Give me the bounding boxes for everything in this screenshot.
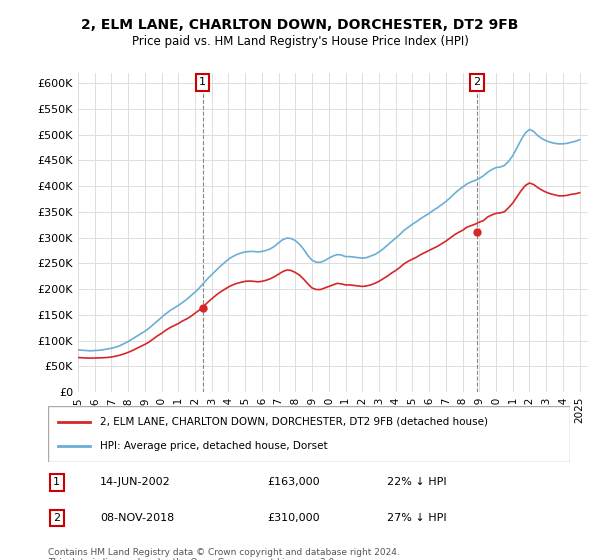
Text: Contains HM Land Registry data © Crown copyright and database right 2024.
This d: Contains HM Land Registry data © Crown c… (48, 548, 400, 560)
Text: 1: 1 (199, 77, 206, 87)
Text: 22% ↓ HPI: 22% ↓ HPI (388, 477, 447, 487)
Text: 2: 2 (473, 77, 480, 87)
FancyBboxPatch shape (48, 406, 570, 462)
Text: HPI: Average price, detached house, Dorset: HPI: Average price, detached house, Dors… (100, 441, 328, 451)
Text: Price paid vs. HM Land Registry's House Price Index (HPI): Price paid vs. HM Land Registry's House … (131, 35, 469, 49)
Text: 2, ELM LANE, CHARLTON DOWN, DORCHESTER, DT2 9FB (detached house): 2, ELM LANE, CHARLTON DOWN, DORCHESTER, … (100, 417, 488, 427)
Text: 08-NOV-2018: 08-NOV-2018 (100, 513, 175, 523)
Text: 14-JUN-2002: 14-JUN-2002 (100, 477, 171, 487)
Text: 27% ↓ HPI: 27% ↓ HPI (388, 513, 447, 523)
Text: 2: 2 (53, 513, 61, 523)
Text: 2, ELM LANE, CHARLTON DOWN, DORCHESTER, DT2 9FB: 2, ELM LANE, CHARLTON DOWN, DORCHESTER, … (82, 18, 518, 32)
Text: £163,000: £163,000 (267, 477, 320, 487)
Text: £310,000: £310,000 (267, 513, 320, 523)
Text: 1: 1 (53, 477, 60, 487)
